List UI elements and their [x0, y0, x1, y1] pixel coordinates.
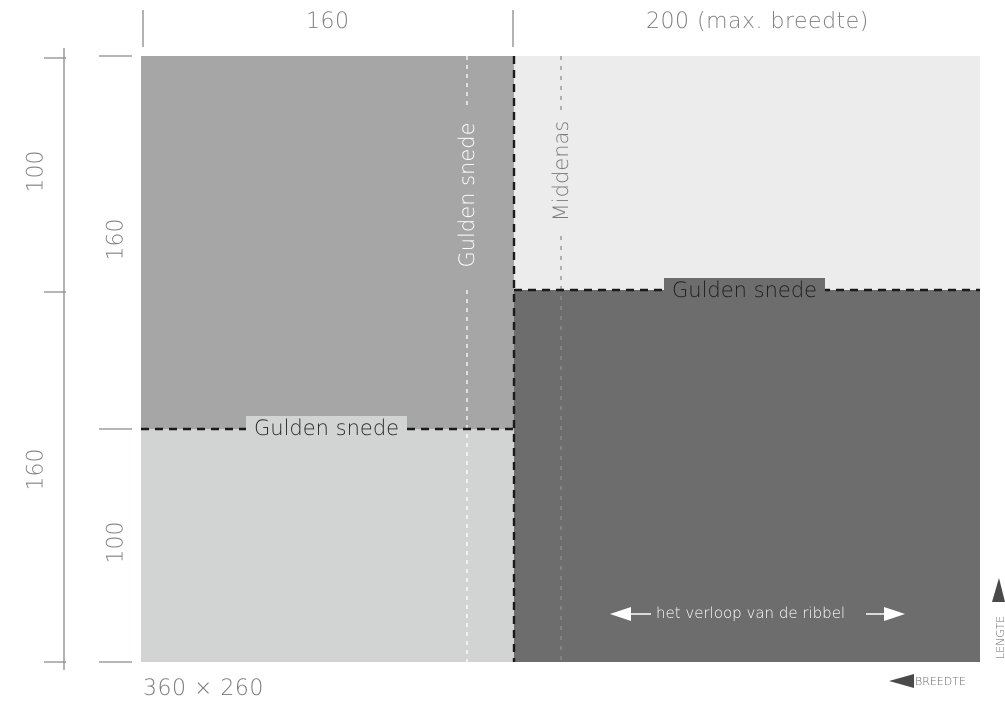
- golden-cut-left-label: Gulden snede: [246, 416, 408, 440]
- dim-inner-lower: 100: [103, 521, 129, 564]
- width-arrow-icon: [889, 674, 914, 688]
- size-label: 360 × 260: [143, 676, 264, 701]
- rib-direction-label: het verloop van de ribbel: [656, 604, 846, 622]
- length-arrow-icon: [992, 578, 1005, 602]
- rib-arrow-left-head: [610, 607, 631, 621]
- rib-arrow-right-head: [884, 607, 905, 621]
- golden-cut-right-label: Gulden snede: [664, 278, 826, 302]
- dim-inner-upper: 160: [103, 218, 129, 261]
- panel-bottom-right: [514, 290, 980, 662]
- dim-outer-lower: 160: [23, 448, 49, 491]
- center-axis-label: Middenas: [547, 111, 575, 231]
- panel-top-left: [141, 56, 514, 429]
- dim-top-left: 160: [306, 9, 350, 34]
- dim-outer-upper: 100: [23, 150, 49, 193]
- length-axis-label: LENGTE: [994, 615, 1005, 659]
- panel-bottom-left: [141, 429, 514, 662]
- width-axis-label: BREEDTE: [915, 675, 966, 688]
- panel-top-right: [514, 56, 980, 290]
- dim-top-right: 200 (max. breedte): [646, 9, 869, 34]
- golden-cut-vertical-label: Gulden snede: [453, 105, 481, 285]
